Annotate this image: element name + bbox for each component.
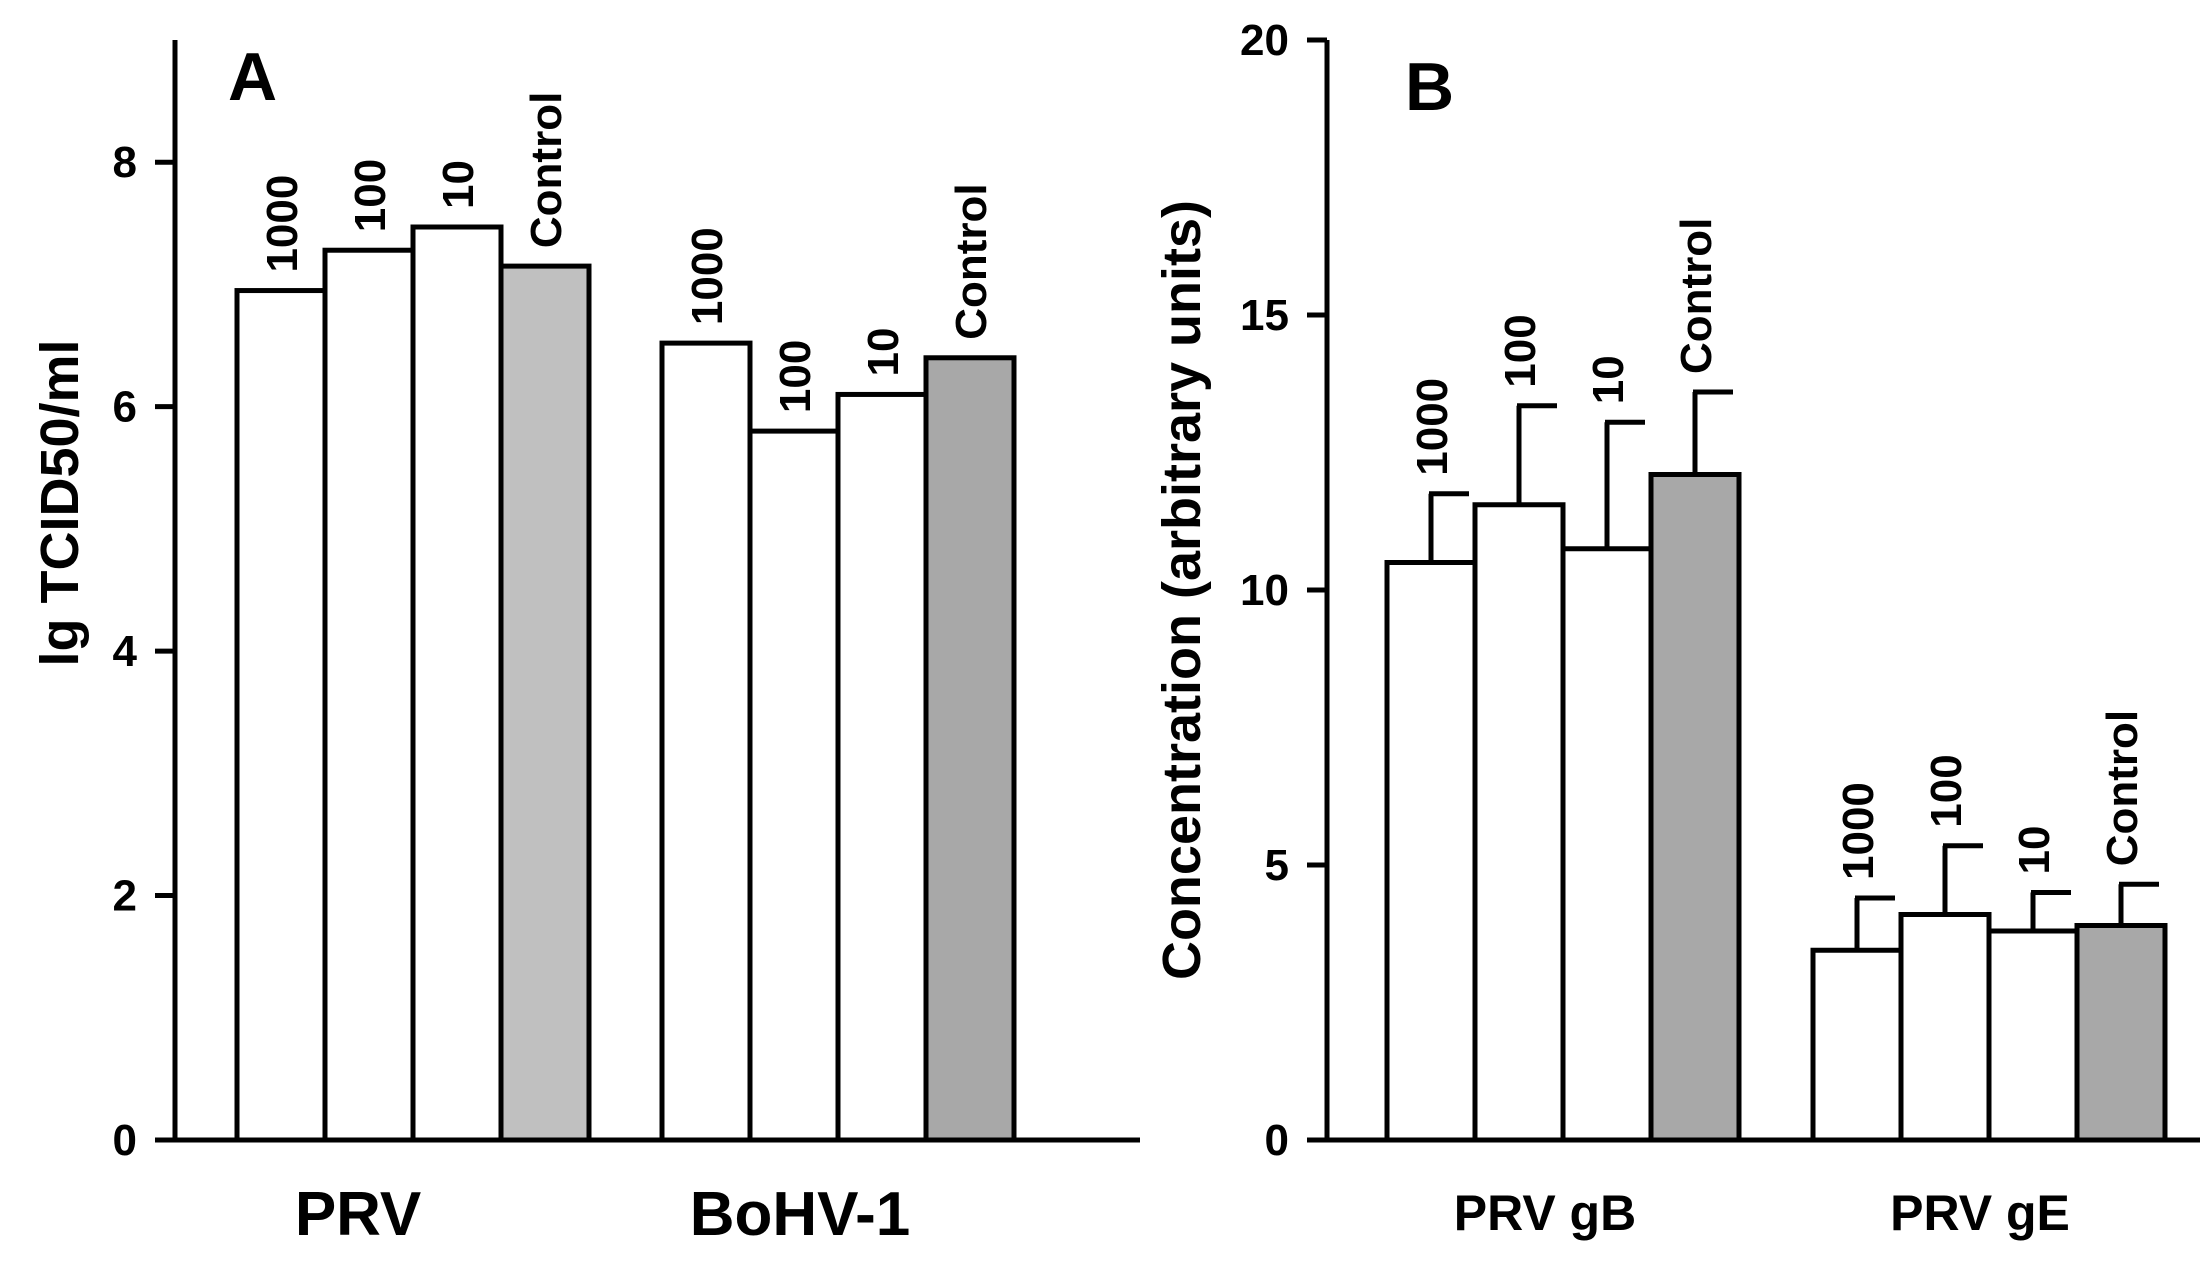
bar-label: 1000 — [258, 175, 307, 273]
bar — [1810, 947, 1904, 1143]
y-tick-label: 0 — [1265, 1116, 1289, 1165]
bar-label: 1000 — [683, 227, 732, 325]
bar — [659, 340, 753, 1143]
y-tick-label: 15 — [1240, 291, 1289, 340]
category-label: PRV — [295, 1180, 421, 1249]
panel-letter: B — [1405, 49, 1454, 125]
bar — [1898, 912, 1992, 1143]
bar — [747, 428, 841, 1143]
bar — [1384, 560, 1478, 1143]
bar — [498, 263, 592, 1143]
panel-b: 0 5 10 15 20 Concentration (arbitrary units) B… — [1152, 16, 2200, 1241]
bar — [234, 288, 328, 1143]
y-tick-label: 8 — [113, 138, 137, 187]
bar — [835, 391, 929, 1143]
bar — [1648, 472, 1742, 1143]
y-tick-label: 4 — [113, 627, 138, 676]
bar-label: 10 — [434, 160, 483, 209]
bar-label: 100 — [1496, 314, 1545, 387]
bar — [322, 247, 416, 1143]
y-tick-label: 20 — [1240, 16, 1289, 65]
bar-group: 1000 100 10 Control — [234, 92, 592, 1143]
bar-label: 100 — [771, 340, 820, 413]
bar-label: 10 — [2010, 826, 2059, 875]
y-tick-label: 2 — [113, 872, 137, 921]
bar — [1472, 502, 1566, 1143]
bar-label: 10 — [1584, 355, 1633, 404]
y-tick-label: 0 — [113, 1116, 137, 1165]
y-tick-label: 6 — [113, 383, 137, 432]
bar-group: 1000 100 10 Control — [659, 183, 1017, 1143]
bar-label: Control — [947, 183, 996, 339]
bar-group: 1000 100 10 Control — [1810, 710, 2168, 1143]
y-axis-title: Concentration (arbitrary units) — [1152, 200, 1212, 980]
category-label: BoHV-1 — [690, 1180, 910, 1249]
panel-letter: A — [228, 39, 277, 115]
bar-group: 1000 100 10 Control — [1384, 218, 1742, 1143]
y-tick-label: 5 — [1265, 841, 1289, 890]
y-tick-label: 10 — [1240, 566, 1289, 615]
bar — [2074, 923, 2168, 1143]
bar — [410, 224, 504, 1143]
bar — [1560, 546, 1654, 1143]
bar-label: 100 — [1922, 754, 1971, 827]
bar-label: 10 — [859, 327, 908, 376]
bar — [923, 355, 1017, 1143]
bar-label: 1000 — [1834, 782, 1883, 880]
bar-label: 1000 — [1408, 378, 1457, 476]
category-label: PRV gE — [1890, 1185, 2070, 1241]
bar-label: Control — [2098, 710, 2147, 866]
bar-label: Control — [522, 92, 571, 248]
panel-a: 0 2 4 6 8 lg TCID50/ml A 1000 100 10 Control PRV 100… — [30, 39, 1140, 1249]
bar — [1986, 928, 2080, 1143]
bar-label: 100 — [346, 159, 395, 232]
category-label: PRV gB — [1454, 1185, 1636, 1241]
bar-label: Control — [1672, 218, 1721, 374]
y-axis-title: lg TCID50/ml — [30, 339, 90, 666]
